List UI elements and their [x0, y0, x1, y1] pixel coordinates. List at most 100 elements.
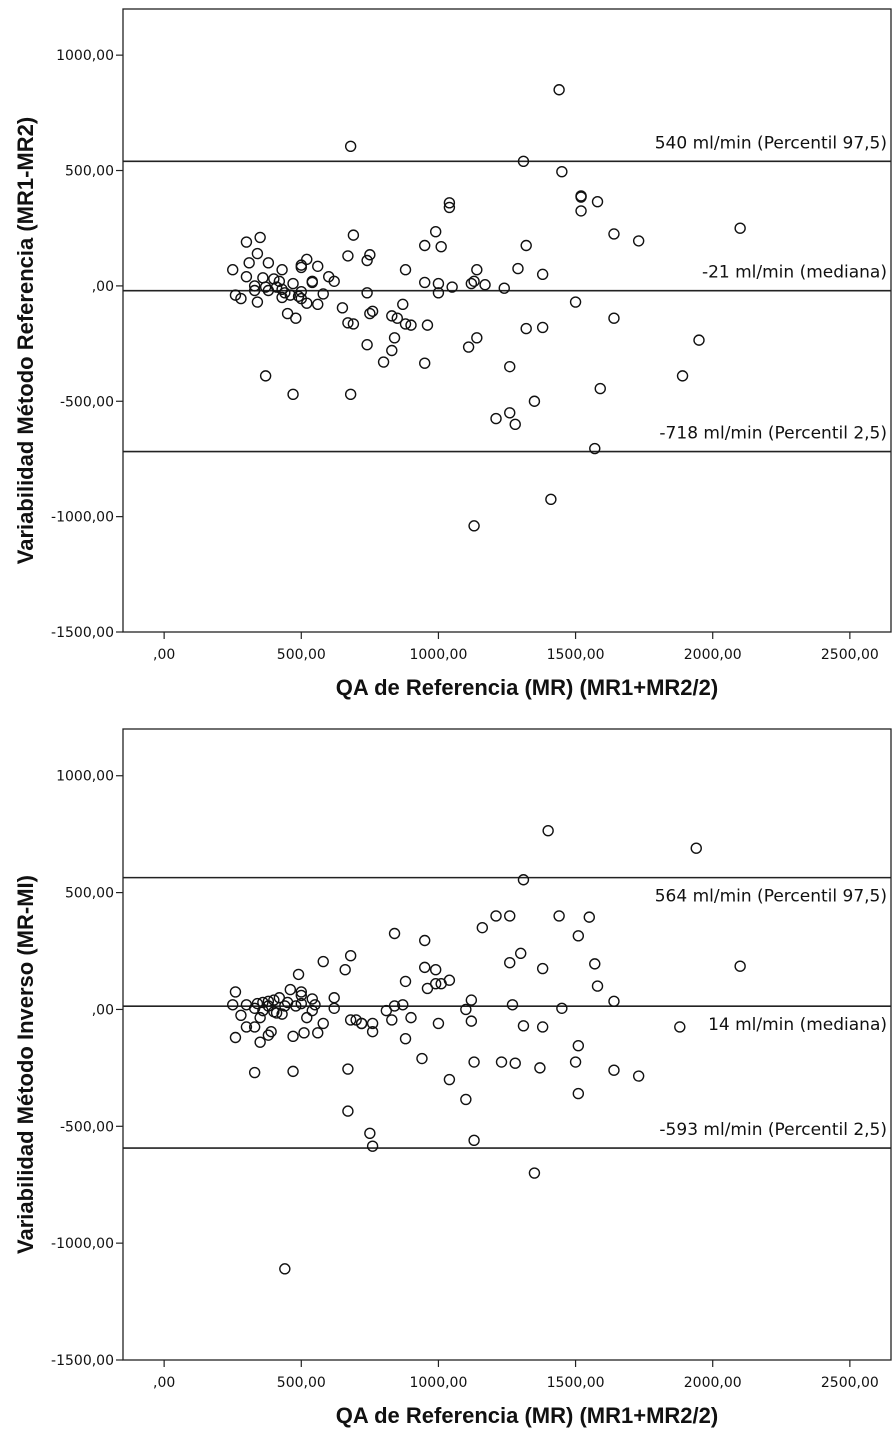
data-point — [229, 1031, 242, 1044]
data-point — [388, 332, 401, 344]
data-point — [259, 281, 272, 293]
x-axis-title: QA de Referencia (MR) (MR1+MR2/2) — [336, 1403, 718, 1428]
data-point — [342, 317, 354, 329]
data-point — [328, 1002, 340, 1014]
data-point — [572, 1039, 585, 1052]
data-point — [312, 1027, 324, 1039]
data-point — [276, 1008, 288, 1020]
data-point — [589, 958, 601, 970]
data-point — [572, 1087, 585, 1100]
x-tick-label: 1000,00 — [409, 1375, 467, 1391]
data-point — [339, 964, 351, 976]
data-point — [298, 1027, 310, 1039]
data-point — [674, 1021, 686, 1033]
data-point — [388, 927, 401, 940]
reference-line-label: -718 ml/min (Percentil 2,5) — [659, 424, 887, 444]
data-point — [690, 842, 702, 854]
chart-top-reference-method: 1000,00 500,00 ,00 -500,00 -1000,00 -1500,00,… — [13, 8, 892, 700]
data-point — [243, 257, 255, 269]
data-point — [377, 356, 390, 368]
data-point — [432, 1017, 445, 1030]
x-tick-label: 1500,00 — [547, 647, 605, 663]
plot-frame — [122, 728, 892, 1361]
data-point — [391, 312, 403, 324]
data-point — [509, 418, 521, 431]
data-point — [262, 995, 275, 1007]
data-point — [591, 195, 604, 208]
y-tick-label: ,00 — [92, 279, 114, 295]
data-point — [397, 298, 409, 311]
data-point — [328, 992, 340, 1004]
y-tick-label: -1500,00 — [51, 1353, 114, 1369]
data-point — [536, 321, 549, 334]
data-point — [594, 382, 606, 395]
data-point — [498, 282, 510, 294]
data-point — [292, 290, 305, 302]
data-point — [279, 1263, 291, 1275]
data-point — [419, 961, 431, 974]
data-point — [292, 968, 305, 981]
data-point — [248, 280, 261, 292]
data-point — [443, 1073, 456, 1086]
data-point — [432, 277, 445, 290]
data-point — [295, 997, 307, 1010]
data-point — [240, 236, 253, 248]
x-tick-label: 500,00 — [277, 647, 326, 663]
data-point — [572, 930, 585, 942]
data-point — [435, 978, 447, 990]
data-point — [575, 191, 587, 203]
reference-line-label: 564 ml/min (Percentil 97,5) — [655, 887, 887, 907]
data-point — [270, 1007, 283, 1019]
data-point — [556, 165, 568, 178]
data-point — [575, 205, 587, 217]
reference-line-label: -593 ml/min (Percentil 2,5) — [659, 1120, 887, 1140]
data-point — [462, 341, 475, 353]
data-point — [446, 281, 458, 293]
data-point — [257, 272, 269, 284]
data-point — [364, 1127, 376, 1140]
data-point — [366, 1140, 379, 1152]
data-point — [295, 261, 307, 274]
data-point — [259, 370, 272, 382]
data-point — [235, 1009, 247, 1021]
data-point — [517, 155, 530, 167]
data-point — [512, 262, 524, 275]
data-point — [344, 140, 357, 152]
data-point — [284, 289, 297, 301]
y-tick-label: -1000,00 — [51, 1236, 114, 1252]
data-point — [608, 1064, 620, 1076]
plot-frame — [122, 8, 892, 633]
y-tick-label: 1000,00 — [56, 769, 114, 785]
data-point — [419, 934, 431, 947]
data-point — [419, 239, 431, 252]
data-point — [399, 975, 412, 988]
data-point — [276, 264, 288, 276]
data-point — [364, 249, 376, 261]
data-point — [347, 229, 360, 241]
data-point — [490, 910, 502, 922]
data-point — [295, 989, 307, 1002]
data-point — [556, 1002, 568, 1014]
data-point — [287, 1030, 299, 1043]
data-point — [432, 287, 445, 299]
data-point — [306, 276, 318, 289]
data-point — [534, 1062, 546, 1074]
data-point — [429, 964, 442, 976]
data-point — [254, 1036, 266, 1048]
data-point — [632, 235, 645, 247]
data-point — [399, 264, 412, 276]
data-point — [465, 994, 478, 1006]
data-point — [506, 999, 519, 1011]
data-point — [520, 239, 532, 252]
data-point — [229, 986, 242, 998]
data-point — [608, 995, 620, 1007]
data-point — [405, 1011, 417, 1024]
data-point — [248, 1002, 261, 1014]
data-point — [460, 1093, 472, 1106]
data-point — [361, 287, 373, 299]
data-point — [542, 824, 554, 837]
data-point — [460, 1003, 472, 1016]
data-point — [287, 1065, 299, 1078]
data-point — [248, 1066, 261, 1079]
